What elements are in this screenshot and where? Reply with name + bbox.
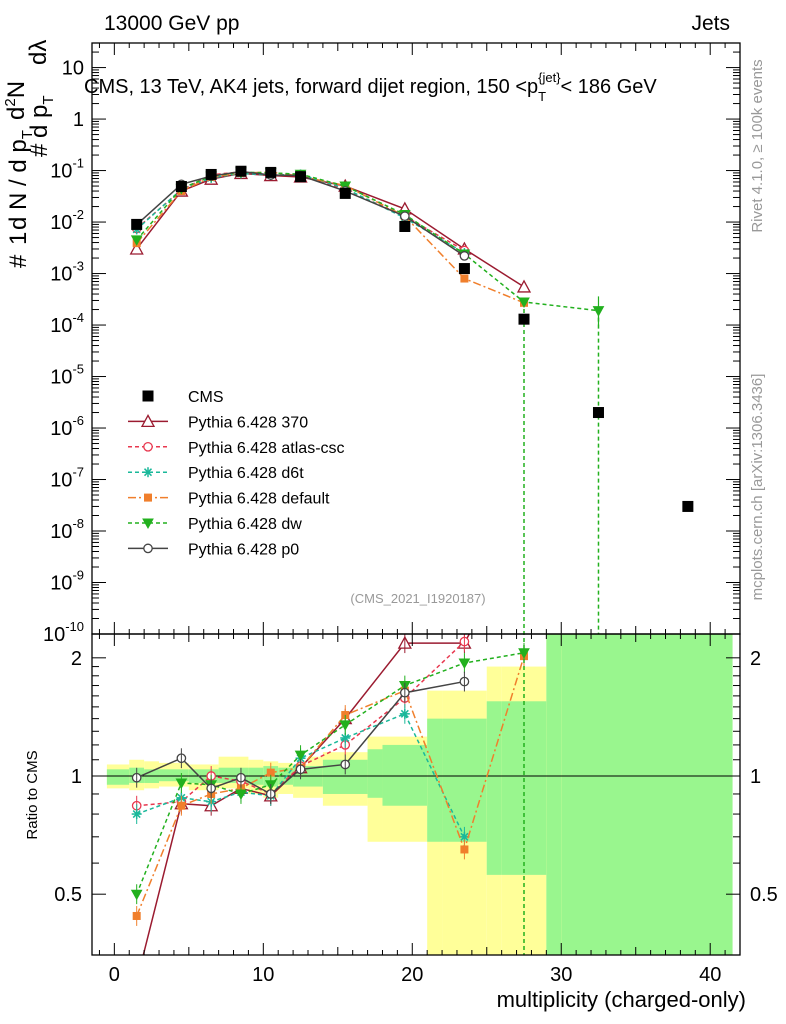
main-series-point: [460, 274, 469, 283]
legend-marker: [144, 493, 152, 502]
band-green: [367, 749, 383, 798]
main-series-point: [129, 241, 144, 255]
main-series-point: [516, 279, 532, 293]
ratio-series-line: [136, 641, 465, 807]
y-tick-label: 10: [62, 58, 84, 80]
x-tick-label: 20: [401, 964, 423, 986]
band-green: [561, 634, 733, 955]
ratio-y-tick-label: 0.5: [54, 884, 82, 906]
main-series-line: [136, 172, 525, 288]
ratio-series-line: [135, 652, 525, 895]
y-tick-label: 10-2: [50, 207, 84, 234]
cms-data-point: [339, 187, 351, 199]
ratio-y-axis-label: Ratio to CMS: [24, 750, 41, 839]
legend-label: Pythia 6.428 default: [188, 491, 330, 508]
rivet-version-label: Rivet 4.1.0, ≥ 100k events: [749, 59, 766, 232]
main-series-point: [399, 211, 410, 222]
y-tick-label: 10-1: [50, 156, 84, 183]
svg-text:dλ: dλ: [25, 40, 52, 65]
band-green: [546, 634, 562, 955]
ratio-frame: [91, 633, 741, 956]
legend-marker: [142, 390, 154, 402]
plot-title: CMS, 13 TeV, AK4 jets, forward dijet reg…: [84, 70, 657, 104]
band-green: [159, 769, 189, 782]
main-series-line: [136, 171, 525, 304]
x-tick-label: 40: [699, 964, 721, 986]
main-series-line: [136, 172, 465, 254]
legend-marker: [143, 441, 153, 452]
y-tick-label: 10-10: [43, 619, 84, 646]
cms-data-point: [592, 407, 604, 419]
svg-text:d N / d pT: d N / d pT: [5, 130, 36, 230]
y-tick-label: 10-8: [50, 516, 84, 543]
band-green: [486, 701, 502, 875]
ratio-y-tick-label: 2: [750, 648, 761, 670]
y-tick-label: 1: [73, 109, 84, 131]
svg-text:d2N: d2N: [2, 81, 30, 120]
beam-label: 13000 GeV pp: [104, 12, 239, 35]
chart-marks: [129, 165, 694, 955]
band-green: [442, 718, 487, 842]
cms-data-point: [205, 168, 217, 180]
svg-text:1: 1: [5, 232, 32, 245]
x-axis-label: multiplicity (charged-only): [497, 987, 746, 1012]
x-tick-label: 0: [109, 964, 120, 986]
x-tick-label: 10: [252, 964, 274, 986]
cms-data-point: [399, 220, 411, 232]
cms-data-point: [295, 171, 307, 183]
cms-data-point: [235, 165, 247, 177]
legend-marker: [143, 467, 153, 478]
ratio-y-tick-label: 1: [750, 766, 761, 788]
cms-data-point: [175, 181, 187, 193]
axes: 0 10 20 30 4010-1010-910-810-710-610-510-410…: [43, 42, 778, 986]
y-tick-label: 10-7: [50, 465, 84, 492]
cms-data-point: [518, 313, 530, 325]
y-tick-label: 10-5: [50, 362, 84, 389]
band-green: [218, 767, 234, 783]
legend-label: Pythia 6.428 370: [188, 414, 308, 431]
ratio-panel: [92, 634, 740, 955]
main-y-axis-label: # 1 d N / d pT # d pT d2N dλ: [2, 40, 57, 268]
legend-marker: [143, 543, 153, 554]
main-series-point: [130, 235, 143, 246]
ratio-y-tick-label: 1: [71, 766, 82, 788]
ratio-y-tick-label: 2: [71, 648, 82, 670]
band-green: [382, 744, 428, 806]
legend-label: Pythia 6.428 p0: [188, 541, 299, 558]
legend-label: CMS: [188, 389, 224, 406]
analysis-group-label: Jets: [691, 12, 730, 35]
legend-label: Pythia 6.428 d6t: [188, 465, 304, 482]
svg-text:#: #: [26, 143, 53, 157]
legend: CMS Pythia 6.428 370 Pythia 6.428 atlas-cs…: [128, 389, 345, 558]
main-series-point: [459, 251, 470, 261]
cms-data-point: [265, 166, 277, 178]
y-tick-label: 10-6: [50, 413, 84, 440]
band-green: [106, 769, 130, 785]
cms-data-point: [458, 263, 470, 275]
legend-marker: [142, 518, 154, 530]
legend-label: Pythia 6.428 atlas-csc: [188, 440, 345, 457]
x-tick-label: 30: [550, 964, 572, 986]
cms-data-point: [131, 218, 143, 230]
cms-data-point: [682, 500, 694, 512]
svg-text:#: #: [5, 254, 32, 268]
y-tick-label: 10-4: [50, 310, 84, 337]
mcplots-credit-label: mcplots.cern.ch [arXiv:1306.3436]: [749, 374, 766, 601]
ratio-series-line: [136, 712, 466, 838]
y-tick-label: 10-3: [50, 259, 84, 286]
analysis-tag: (CMS_2021_I1920187): [350, 591, 485, 606]
svg-text:d pT: d pT: [26, 95, 57, 138]
y-tick-label: 10-9: [50, 568, 84, 595]
legend-marker: [140, 414, 156, 428]
band-green: [427, 718, 443, 842]
legend-label: Pythia 6.428 dw: [188, 516, 302, 533]
ratio-y-tick-label: 0.5: [750, 884, 778, 906]
